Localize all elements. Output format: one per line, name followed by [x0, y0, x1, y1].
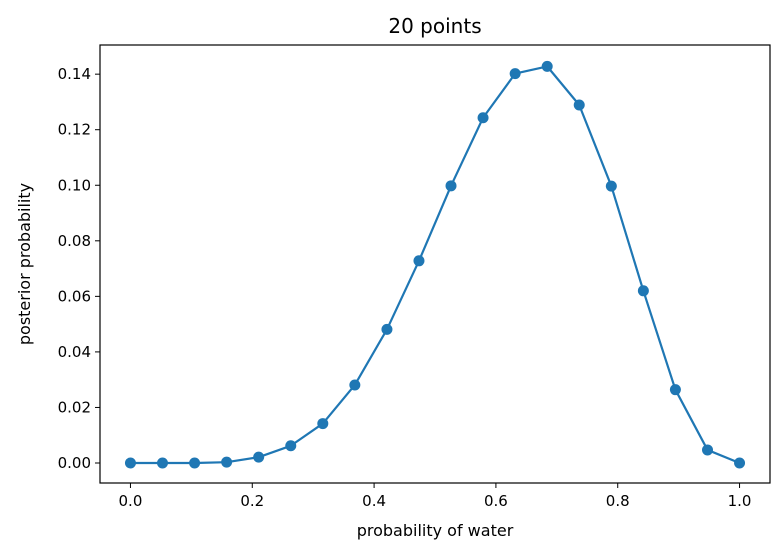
y-tick-label: 0.00: [58, 454, 91, 472]
data-point: [637, 285, 649, 297]
x-tick-label: 0.8: [606, 492, 630, 510]
x-axis: 0.0 0.2 0.4 0.6 0.8 1.0: [119, 483, 752, 510]
data-point: [702, 444, 714, 456]
plot-frame: [99, 44, 771, 484]
data-point: [541, 60, 553, 72]
data-point: [669, 384, 681, 396]
x-tick-label: 1.0: [728, 492, 752, 510]
data-point: [156, 457, 168, 469]
x-tick-label: 0.2: [240, 492, 264, 510]
x-tick-label: 0.0: [119, 492, 143, 510]
x-tick-label: 0.6: [484, 492, 508, 510]
chart-title: 20 points: [388, 14, 481, 38]
y-axis: 0.00 0.02 0.04 0.06 0.08 0.10 0.12 0.14: [58, 65, 100, 472]
x-axis-label: probability of water: [357, 521, 514, 540]
data-point: [221, 456, 233, 468]
data-point: [477, 112, 489, 124]
data-point: [317, 418, 329, 430]
plot-area: [124, 60, 746, 469]
data-point: [573, 99, 585, 111]
data-point: [124, 457, 136, 469]
series-line: [130, 65, 740, 465]
y-axis-label: posterior probability: [15, 183, 34, 345]
data-point: [413, 255, 425, 267]
y-tick-label: 0.14: [58, 65, 91, 83]
data-point: [349, 379, 361, 391]
y-tick-label: 0.12: [58, 121, 91, 139]
data-point: [734, 457, 746, 469]
data-point: [189, 457, 201, 469]
data-point: [381, 323, 393, 335]
y-tick-label: 0.08: [58, 232, 91, 250]
y-tick-label: 0.02: [58, 398, 91, 416]
data-point: [605, 180, 617, 192]
y-tick-label: 0.06: [58, 287, 91, 305]
y-tick-label: 0.10: [58, 176, 91, 194]
data-point: [285, 440, 297, 452]
data-point: [253, 451, 265, 463]
data-point: [509, 68, 521, 80]
data-point: [445, 180, 457, 192]
x-tick-label: 0.4: [362, 492, 386, 510]
y-tick-label: 0.04: [58, 343, 91, 361]
